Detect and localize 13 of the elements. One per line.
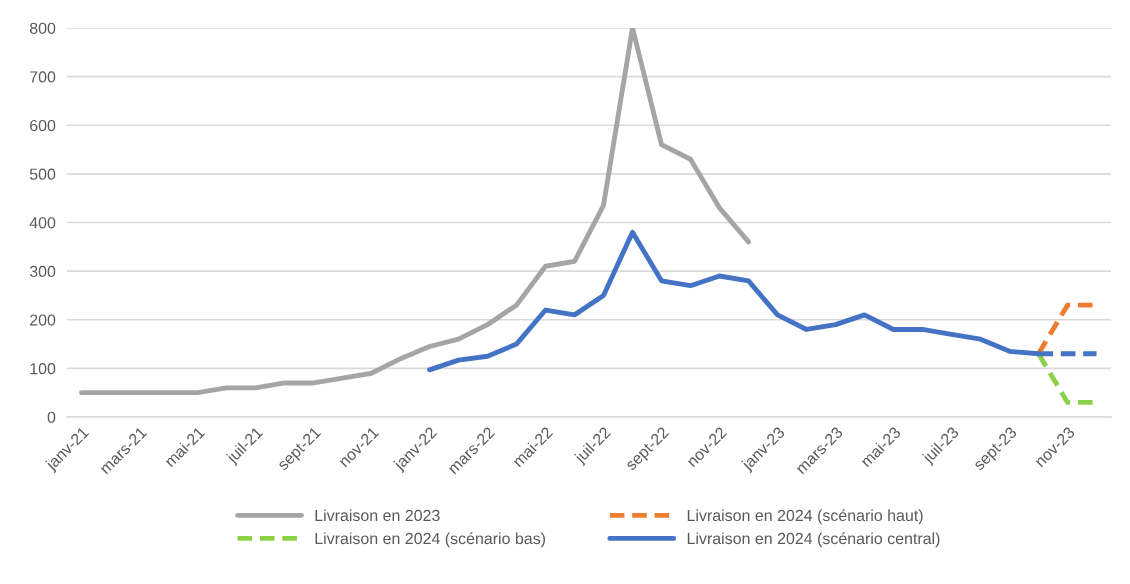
y-tick-label: 700 [30,71,56,83]
legend-label: Livraison en 2024 (scénario bas) [315,532,545,548]
y-tick-label: 100 [30,363,56,375]
legend-label: Livraison en 2024 (scénario haut) [687,509,923,525]
y-tick-label: 600 [30,119,56,132]
y-tick-label: 300 [29,265,56,278]
y-tick-label: 500 [29,168,56,180]
legend-label: Livraison en 2024 (scénario central) [687,532,940,548]
y-tick-label: 200 [30,314,56,326]
y-tick-label: 0 [47,411,56,423]
y-tick-label: 400 [29,217,56,229]
legend-label: Livraison en 2023 [315,509,440,522]
y-tick-label: 800 [29,22,56,34]
